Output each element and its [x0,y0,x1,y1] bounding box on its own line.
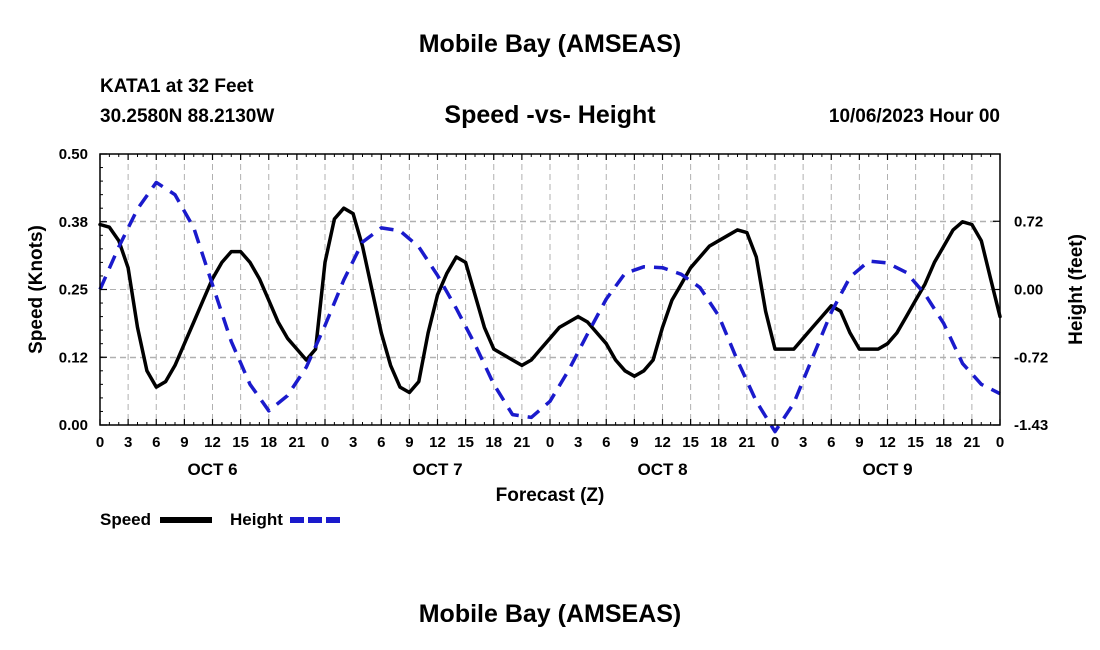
legend-label: Height [230,510,283,529]
x-tick-label: 18 [260,434,277,451]
x-tick-label: 15 [232,434,249,451]
x-tick-label: 12 [204,434,221,451]
axis-labels: 0 3 6 9 12 15 18 21 0 3 6 9 12 15 18 21 0 3 6 9 12 15 18 21 0 3 6 9… [26,146,1087,506]
y-tick-label: 0.12 [59,349,88,366]
x-tick-label: 21 [739,434,756,451]
x-tick-label: 0 [96,434,104,451]
grid-lines [100,154,1000,425]
legend: Speed Height [100,510,342,529]
x-tick-label: 6 [827,434,835,451]
y-right-tick-label: 0.00 [1014,282,1043,299]
day-label: OCT 9 [862,460,912,479]
y-tick-label: 0.00 [59,417,88,434]
x-axis-title: Forecast (Z) [496,485,605,506]
y-tick-label: 0.50 [59,146,88,163]
x-tick-label: 12 [429,434,446,451]
plot-frame [99,153,1001,426]
x-tick-label: 3 [124,434,132,451]
station-label: KATA1 at 32 Feet [100,76,254,97]
x-tick-label: 6 [377,434,385,451]
x-tick-label: 18 [935,434,952,451]
x-tick-label: 9 [180,434,188,451]
chart-title: Mobile Bay (AMSEAS) [418,30,682,58]
x-tick-label: 3 [349,434,357,451]
series-line-height [98,180,1001,434]
y-right-tick-label: -1.43 [1014,417,1048,434]
x-tick-label: 21 [514,434,531,451]
day-label: OCT 7 [412,460,462,479]
station-coords: 30.2580N 88.2130W [100,106,275,127]
x-tick-label: 21 [964,434,981,451]
x-tick-label: 9 [405,434,413,451]
y-right-tick-label: 0.72 [1014,213,1043,230]
y-tick-label: 0.25 [59,282,88,299]
x-tick-label: 0 [321,434,329,451]
x-tick-label: 12 [879,434,896,451]
legend-label: Speed [100,510,151,529]
footer-title: Mobile Bay (AMSEAS) [418,600,682,628]
x-tick-label: 18 [710,434,727,451]
x-tick-label: 0 [996,434,1004,451]
x-tick-label: 6 [152,434,160,451]
x-tick-label: 15 [682,434,699,451]
y-axis-title: Speed (Knots) [26,225,47,354]
x-tick-label: 15 [457,434,474,451]
x-tick-label: 9 [855,434,863,451]
series-layer [98,180,1002,434]
x-tick-label: 21 [289,434,306,451]
x-tick-label: 9 [630,434,638,451]
x-tick-label: 12 [654,434,671,451]
axes [99,153,1001,426]
y-right-tick-label: -0.72 [1014,350,1048,367]
x-tick-label: 0 [771,434,779,451]
day-label: OCT 6 [187,460,237,479]
x-tick-label: 3 [799,434,807,451]
x-tick-label: 3 [574,434,582,451]
y-tick-label: 0.38 [59,214,88,231]
y-right-axis-title: Height (feet) [1066,234,1087,345]
day-label: OCT 8 [637,460,687,479]
x-tick-label: 6 [602,434,610,451]
x-tick-label: 15 [907,434,924,451]
forecast-run-time: 10/06/2023 Hour 00 [828,106,1000,127]
x-tick-label: 0 [546,434,554,451]
x-tick-label: 18 [485,434,502,451]
series-line-speed [98,206,1002,395]
chart-subtitle: Speed -vs- Height [444,101,656,129]
